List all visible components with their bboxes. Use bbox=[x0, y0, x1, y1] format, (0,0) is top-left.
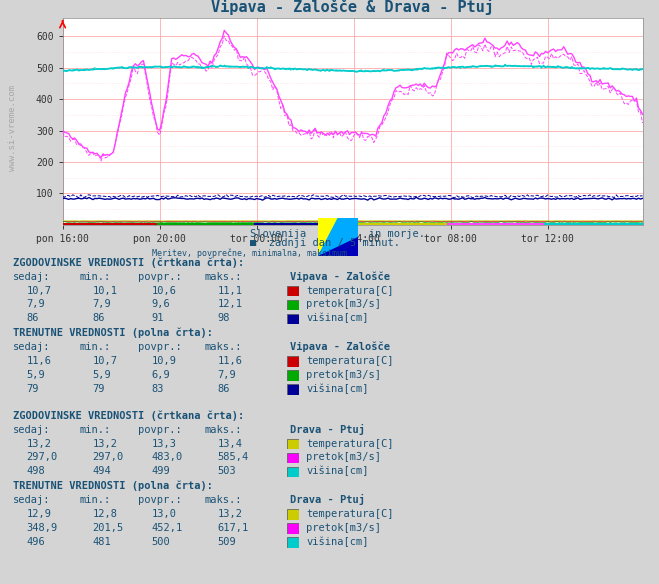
Text: 86: 86 bbox=[26, 314, 39, 324]
Text: višina[cm]: višina[cm] bbox=[306, 313, 369, 324]
Text: 13,2: 13,2 bbox=[217, 509, 243, 519]
Text: 7,9: 7,9 bbox=[217, 370, 236, 380]
Text: 5,9: 5,9 bbox=[26, 370, 45, 380]
Text: Vipava - Zalošče: Vipava - Zalošče bbox=[290, 271, 390, 281]
Text: Slovenija          in morje.: Slovenija in morje. bbox=[250, 228, 426, 238]
Text: Drava - Ptuj: Drava - Ptuj bbox=[290, 423, 365, 434]
Text: 499: 499 bbox=[152, 467, 170, 477]
Text: 452,1: 452,1 bbox=[152, 523, 183, 533]
Text: 348,9: 348,9 bbox=[26, 523, 57, 533]
Text: 13,2: 13,2 bbox=[92, 439, 117, 449]
Text: 5,9: 5,9 bbox=[92, 370, 111, 380]
Text: 494: 494 bbox=[92, 467, 111, 477]
Text: min.:: min.: bbox=[79, 342, 110, 352]
Text: maks.:: maks.: bbox=[204, 495, 242, 505]
Text: 11,6: 11,6 bbox=[217, 356, 243, 366]
Polygon shape bbox=[318, 218, 358, 256]
Text: 10,9: 10,9 bbox=[152, 356, 177, 366]
Text: 481: 481 bbox=[92, 537, 111, 547]
Text: 13,0: 13,0 bbox=[152, 509, 177, 519]
Text: 617,1: 617,1 bbox=[217, 523, 248, 533]
Text: 83: 83 bbox=[152, 384, 164, 394]
Text: pretok[m3/s]: pretok[m3/s] bbox=[306, 300, 382, 310]
Text: www.si-vreme.com: www.si-vreme.com bbox=[8, 85, 17, 172]
Text: višina[cm]: višina[cm] bbox=[306, 537, 369, 547]
Text: temperatura[C]: temperatura[C] bbox=[306, 356, 394, 366]
Text: 496: 496 bbox=[26, 537, 45, 547]
Text: 7,9: 7,9 bbox=[26, 300, 45, 310]
Text: 98: 98 bbox=[217, 314, 230, 324]
Text: Vipava - Zalošče: Vipava - Zalošče bbox=[290, 342, 390, 352]
Text: TRENUTNE VREDNOSTI (polna črta):: TRENUTNE VREDNOSTI (polna črta): bbox=[13, 328, 213, 338]
Text: Meritev, povprečne, minimalna, maksimum: Meritev, povprečne, minimalna, maksimum bbox=[132, 249, 347, 258]
Text: 79: 79 bbox=[26, 384, 39, 394]
Text: sedaj:: sedaj: bbox=[13, 272, 51, 281]
Text: 86: 86 bbox=[92, 314, 105, 324]
Text: 91: 91 bbox=[152, 314, 164, 324]
Text: 585,4: 585,4 bbox=[217, 453, 248, 463]
Text: 509: 509 bbox=[217, 537, 236, 547]
Text: 7,9: 7,9 bbox=[92, 300, 111, 310]
Text: 86: 86 bbox=[217, 384, 230, 394]
Text: pretok[m3/s]: pretok[m3/s] bbox=[306, 453, 382, 463]
Text: sedaj:: sedaj: bbox=[13, 495, 51, 505]
Text: 498: 498 bbox=[26, 467, 45, 477]
Text: 13,2: 13,2 bbox=[26, 439, 51, 449]
Text: maks.:: maks.: bbox=[204, 425, 242, 434]
Text: 12,8: 12,8 bbox=[92, 509, 117, 519]
Text: 10,6: 10,6 bbox=[152, 286, 177, 296]
Text: Drava - Ptuj: Drava - Ptuj bbox=[290, 494, 365, 505]
Polygon shape bbox=[318, 237, 358, 256]
Text: 10,7: 10,7 bbox=[92, 356, 117, 366]
Text: 500: 500 bbox=[152, 537, 170, 547]
Text: 503: 503 bbox=[217, 467, 236, 477]
Polygon shape bbox=[318, 218, 338, 256]
Text: povpr.:: povpr.: bbox=[138, 272, 182, 281]
Title: Vipava - Zalošče & Drava - Ptuj: Vipava - Zalošče & Drava - Ptuj bbox=[211, 0, 494, 15]
Text: 6,9: 6,9 bbox=[152, 370, 170, 380]
Text: povpr.:: povpr.: bbox=[138, 425, 182, 434]
Text: ■  zadnji dan / 5 minut.: ■ zadnji dan / 5 minut. bbox=[250, 238, 401, 248]
Text: 11,1: 11,1 bbox=[217, 286, 243, 296]
Text: višina[cm]: višina[cm] bbox=[306, 466, 369, 477]
Text: sedaj:: sedaj: bbox=[13, 342, 51, 352]
Text: 201,5: 201,5 bbox=[92, 523, 123, 533]
Text: min.:: min.: bbox=[79, 425, 110, 434]
Text: ZGODOVINSKE VREDNOSTI (črtkana črta):: ZGODOVINSKE VREDNOSTI (črtkana črta): bbox=[13, 257, 244, 267]
Text: maks.:: maks.: bbox=[204, 272, 242, 281]
Text: 9,6: 9,6 bbox=[152, 300, 170, 310]
Text: maks.:: maks.: bbox=[204, 342, 242, 352]
Text: temperatura[C]: temperatura[C] bbox=[306, 509, 394, 519]
Text: pretok[m3/s]: pretok[m3/s] bbox=[306, 523, 382, 533]
Text: 11,6: 11,6 bbox=[26, 356, 51, 366]
Text: min.:: min.: bbox=[79, 272, 110, 281]
Text: 10,7: 10,7 bbox=[26, 286, 51, 296]
Text: 79: 79 bbox=[92, 384, 105, 394]
Text: TRENUTNE VREDNOSTI (polna črta):: TRENUTNE VREDNOSTI (polna črta): bbox=[13, 481, 213, 491]
Text: povpr.:: povpr.: bbox=[138, 495, 182, 505]
Text: višina[cm]: višina[cm] bbox=[306, 384, 369, 394]
Text: povpr.:: povpr.: bbox=[138, 342, 182, 352]
Text: 483,0: 483,0 bbox=[152, 453, 183, 463]
Text: 297,0: 297,0 bbox=[92, 453, 123, 463]
Text: 12,9: 12,9 bbox=[26, 509, 51, 519]
Text: ZGODOVINSKE VREDNOSTI (črtkana črta):: ZGODOVINSKE VREDNOSTI (črtkana črta): bbox=[13, 410, 244, 420]
Text: 12,1: 12,1 bbox=[217, 300, 243, 310]
Text: 13,3: 13,3 bbox=[152, 439, 177, 449]
Text: 297,0: 297,0 bbox=[26, 453, 57, 463]
Text: min.:: min.: bbox=[79, 495, 110, 505]
Text: pretok[m3/s]: pretok[m3/s] bbox=[306, 370, 382, 380]
Text: 10,1: 10,1 bbox=[92, 286, 117, 296]
Text: sedaj:: sedaj: bbox=[13, 425, 51, 434]
Text: temperatura[C]: temperatura[C] bbox=[306, 286, 394, 296]
Text: 13,4: 13,4 bbox=[217, 439, 243, 449]
Text: temperatura[C]: temperatura[C] bbox=[306, 439, 394, 449]
